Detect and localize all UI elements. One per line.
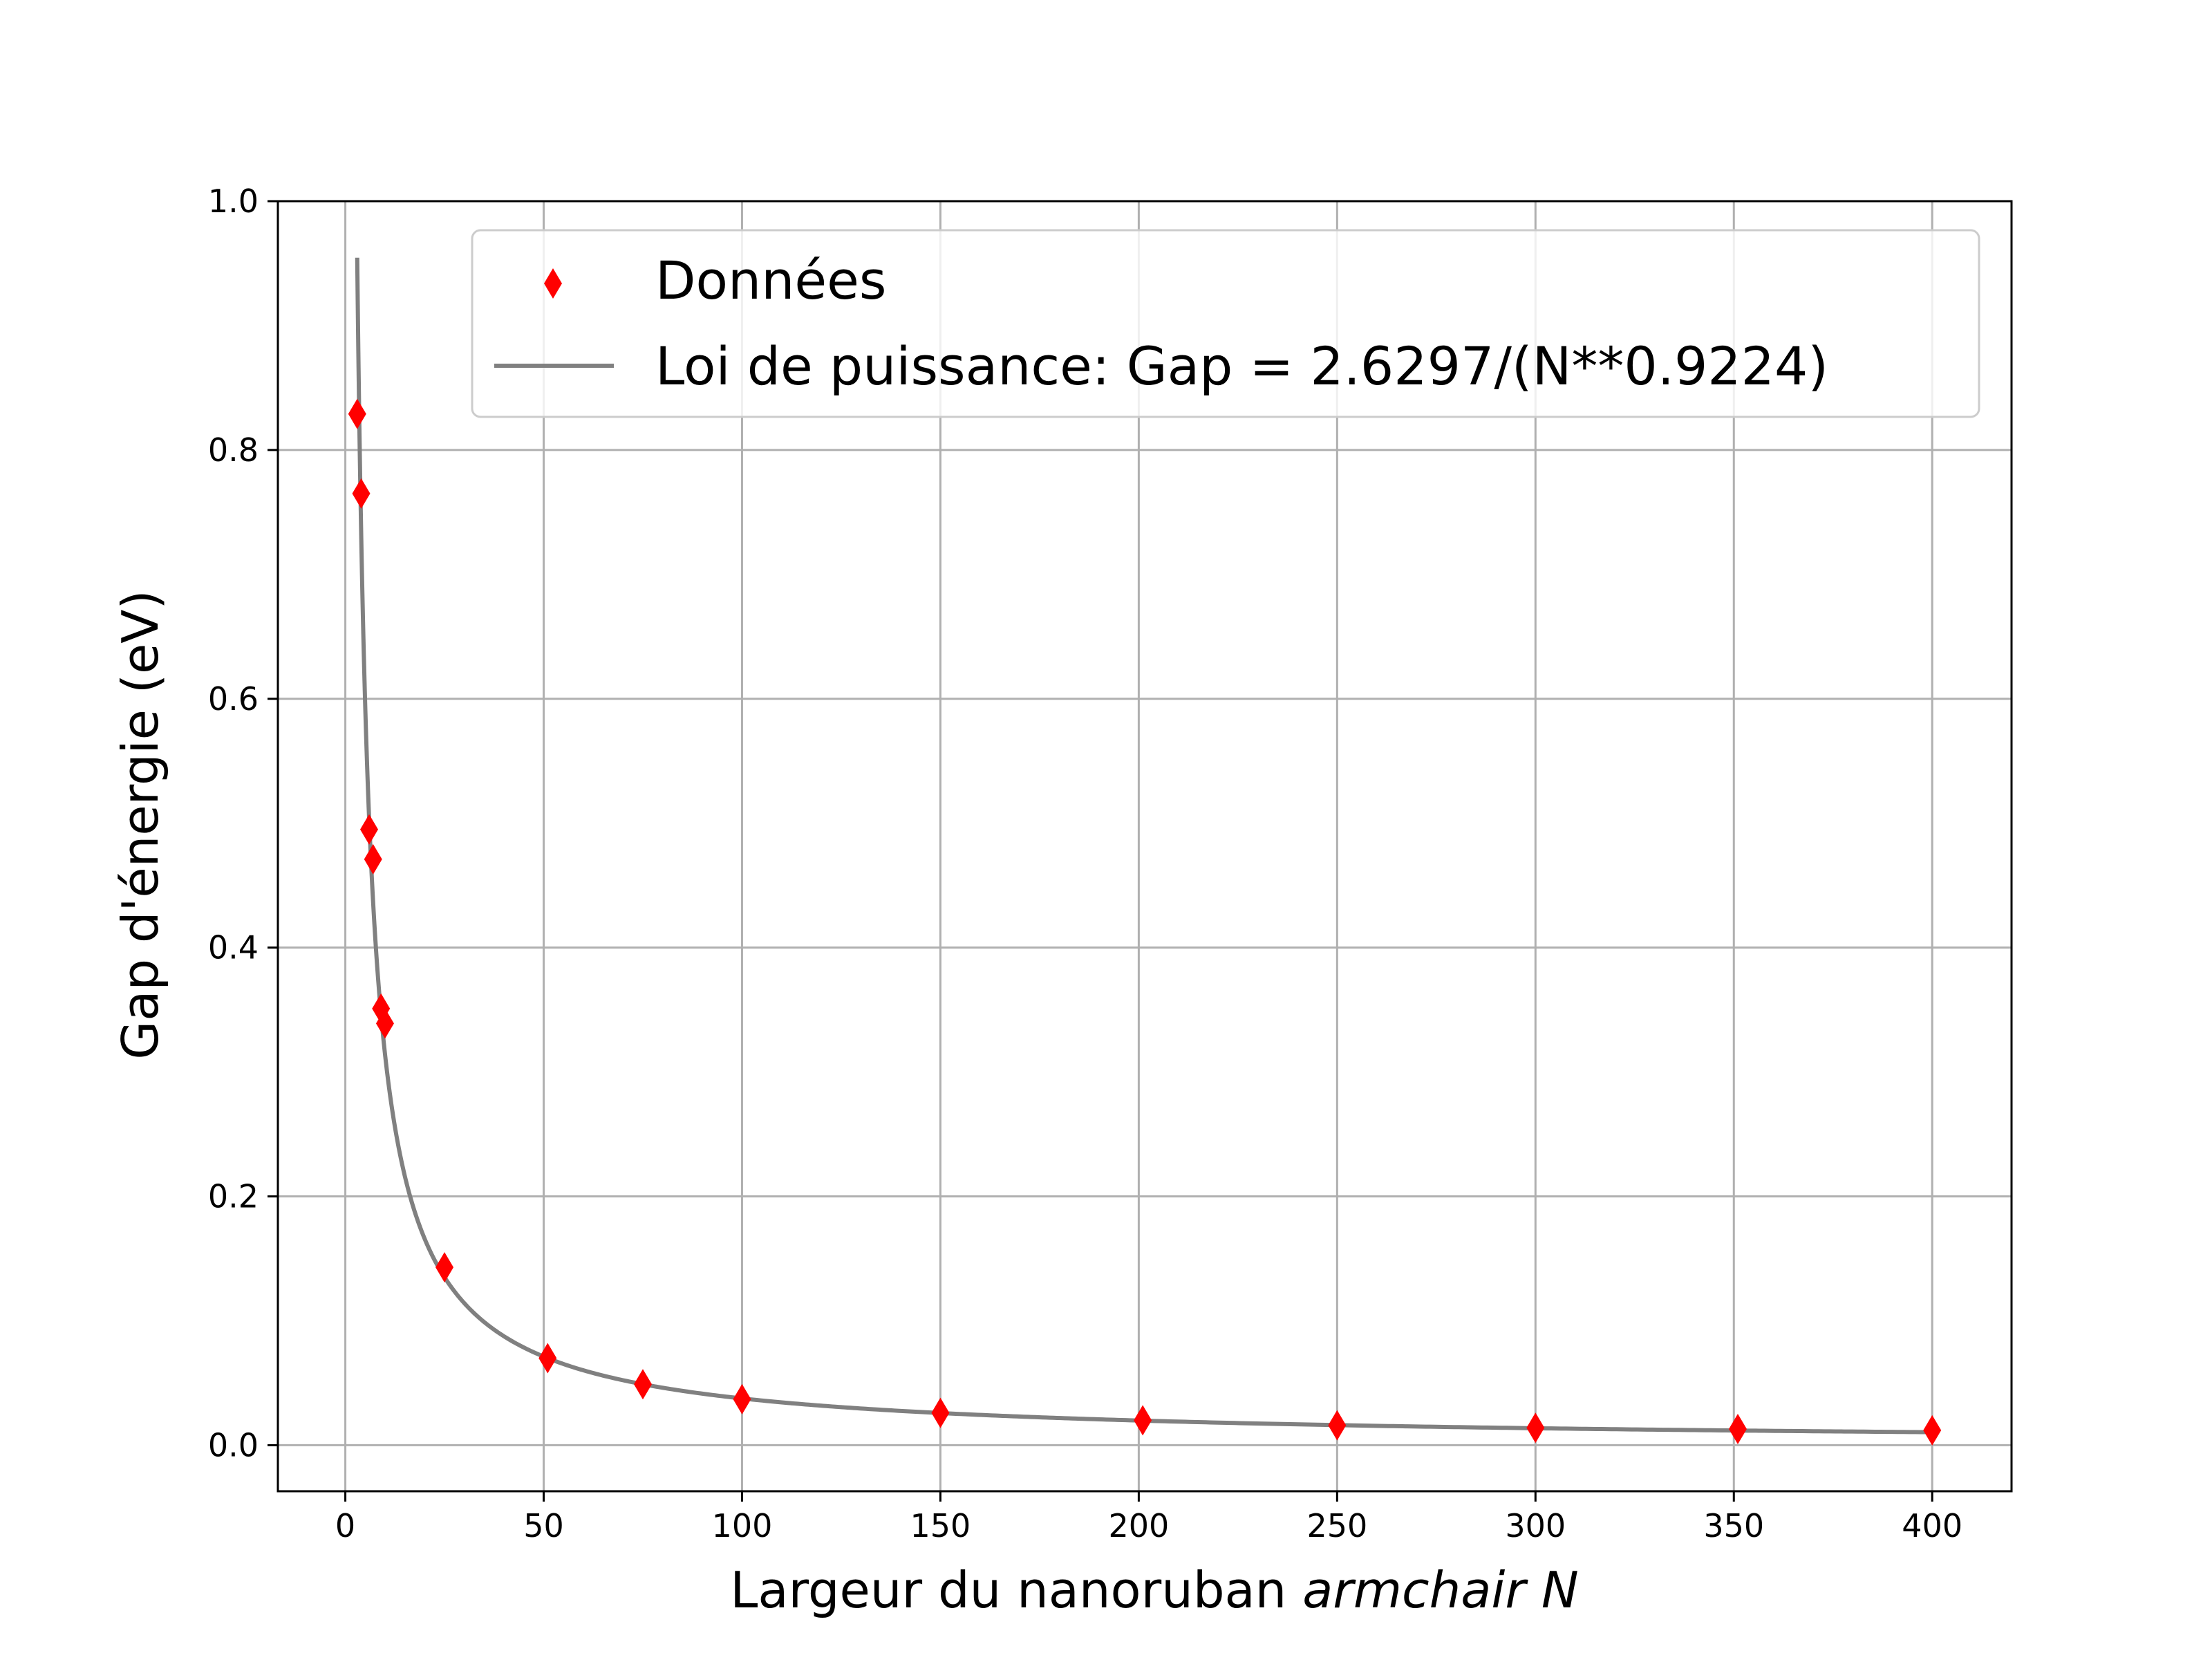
ticks: 0 50 100 150 200 250 300 350 400 0.0 0.2 0.4 0.6 0.8 1… [208, 183, 1962, 1544]
fit-curve-line [355, 255, 1933, 1435]
legend-marker-donnees [544, 268, 562, 299]
y-tick-label: 0.6 [208, 680, 259, 718]
y-tick-label: 0.2 [208, 1178, 259, 1215]
legend-box [471, 229, 1980, 418]
y-tick-label: 0.0 [208, 1426, 259, 1464]
data-point [634, 1369, 652, 1400]
legend: Données Loi de puissance: Gap = 2.6297/(… [471, 229, 1980, 418]
y-tick-label: 1.0 [208, 183, 259, 220]
data-point [1134, 1405, 1152, 1436]
data-point [733, 1383, 751, 1414]
x-tick-label: 50 [523, 1507, 564, 1544]
y-axis-label: Gap d'énergie (eV) [111, 590, 169, 1059]
data-point [375, 1008, 394, 1039]
data-point [1729, 1414, 1747, 1445]
fit-curve-layer [355, 255, 1933, 1435]
data-markers [348, 398, 1942, 1446]
data-point [1526, 1412, 1545, 1444]
data-point [348, 398, 366, 429]
x-tick-label: 200 [1108, 1507, 1169, 1544]
x-tick-label: 400 [1902, 1507, 1962, 1544]
x-tick-label: 150 [910, 1507, 971, 1544]
data-point [1923, 1414, 1942, 1446]
data-point [352, 478, 371, 509]
x-tick-label: 100 [712, 1507, 773, 1544]
data-point [364, 843, 382, 875]
legend-label-donnees: Données [655, 250, 886, 311]
legend-label-fit: Loi de puissance: Gap = 2.6297/(N**0.922… [655, 335, 1828, 397]
x-axis-label: Largeur du nanoruban armchair N [730, 1561, 1579, 1619]
x-tick-label: 250 [1306, 1507, 1367, 1544]
axes-frame [276, 200, 2013, 1493]
x-tick-label: 300 [1505, 1507, 1566, 1544]
data-point [360, 814, 378, 845]
y-tick-label: 0.8 [208, 431, 259, 469]
x-tick-label: 0 [335, 1507, 355, 1544]
data-point [538, 1343, 557, 1374]
data-point [435, 1252, 454, 1283]
data-point [1328, 1410, 1347, 1441]
y-tick-label: 0.4 [208, 929, 259, 967]
data-point [931, 1397, 950, 1428]
x-tick-label: 350 [1703, 1507, 1764, 1544]
